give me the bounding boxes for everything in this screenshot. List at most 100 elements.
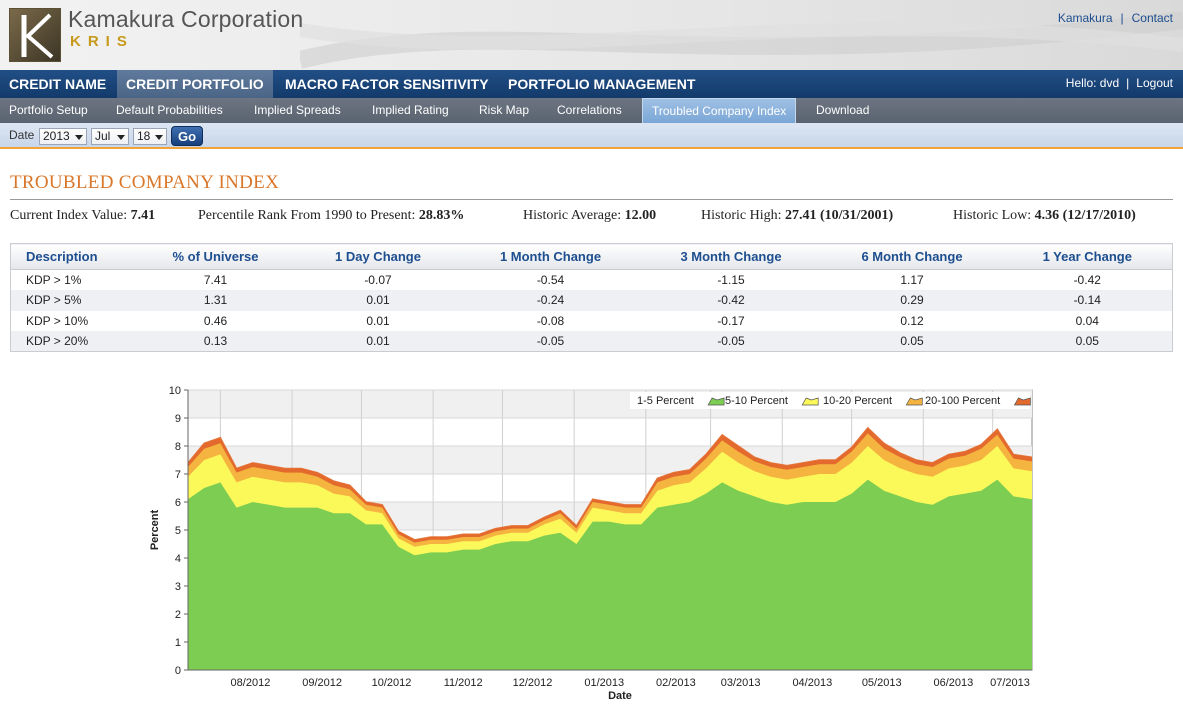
subtab-implied-rating[interactable]: Implied Rating <box>372 103 449 117</box>
kamakura-logo-icon[interactable] <box>9 8 61 62</box>
legend-box <box>630 392 1030 409</box>
historic-low-stat: Historic Low: 4.36 (12/17/2010) <box>953 208 1136 224</box>
column-header-universe[interactable]: % of Universe <box>135 243 296 270</box>
table-cell: 0.13 <box>135 331 296 352</box>
y-tick-label: 7 <box>175 469 181 481</box>
month-value: Jul <box>95 129 111 143</box>
legend-label: 1-5 Percent <box>637 395 694 407</box>
x-tick-label: 03/2013 <box>721 677 761 689</box>
year-select[interactable]: 2013 <box>39 128 87 145</box>
y-tick-label: 8 <box>175 441 181 453</box>
table-cell: -0.05 <box>460 331 641 352</box>
y-tick-label: 10 <box>169 385 181 397</box>
table-cell: -0.07 <box>364 273 392 287</box>
table-cell: -0.08 <box>536 313 565 328</box>
subtab-risk-map[interactable]: Risk Map <box>479 103 530 117</box>
table-row: KDP > 20% 0.13 0.01 -0.05 -0.05 0.05 0.0… <box>10 331 1173 352</box>
content-area: TROUBLED COMPANY INDEX Current Index Val… <box>10 172 1173 228</box>
chevron-down-icon <box>75 135 83 140</box>
column-header-description[interactable]: Description <box>10 243 136 270</box>
go-button[interactable]: Go <box>171 126 203 146</box>
table-cell: -0.05 <box>640 331 822 352</box>
table-cell: -0.54 <box>536 273 565 287</box>
table-cell: -0.42 <box>1073 273 1101 287</box>
table-cell: -1.15 <box>717 273 745 287</box>
troubled-company-index-chart: 0 1 2 3 4 5 6 7 8 9 10 08/2012 09/2012 10/2012 11/2012… <box>149 385 1033 702</box>
x-tick-label: 04/2013 <box>792 677 832 689</box>
table-cell: 7.41 <box>203 273 228 287</box>
top-header: Kamakura Corporation KRIS Kamakura | Conta… <box>0 0 1183 70</box>
percentile-label: Percentile Rank From 1990 to Present: <box>198 208 416 223</box>
subtab-implied-spreads[interactable]: Implied Spreads <box>254 103 341 117</box>
current-index-stat: Current Index Value: 7.41 <box>10 208 155 224</box>
percentile-value: 28.83% <box>418 208 465 223</box>
separator: | <box>1126 76 1130 90</box>
table-cell: 0.01 <box>295 331 461 352</box>
table-cell: KDP > 20% <box>10 331 136 352</box>
table-header-row: Description % of Universe 1 Day Change 1… <box>10 243 1173 270</box>
low-value: 4.36 (12/17/2010) <box>1034 208 1136 223</box>
month-select[interactable]: Jul <box>91 128 129 145</box>
y-tick-label: 1 <box>175 637 181 649</box>
high-label: Historic High: <box>701 208 782 223</box>
column-header-1month[interactable]: 1 Month Change <box>460 243 641 270</box>
low-label: Historic Low: <box>953 208 1032 223</box>
x-axis-title: Date <box>608 690 632 702</box>
table-cell: KDP > 10% <box>26 313 89 328</box>
title-divider <box>10 199 1173 200</box>
table-cell: 0.01 <box>366 313 390 328</box>
legend-swatch <box>707 397 725 406</box>
legend-swatch <box>1013 397 1031 406</box>
historic-average-stat: Historic Average: 12.00 <box>523 208 656 224</box>
avg-label: Historic Average: <box>523 208 622 223</box>
table-cell: -0.14 <box>1002 290 1173 311</box>
area-series-1 <box>188 479 1032 670</box>
tab-credit-portfolio[interactable]: CREDIT PORTFOLIO <box>117 70 273 98</box>
table-cell: 1.31 <box>135 290 296 311</box>
brand-name: Kamakura Corporation <box>68 6 304 32</box>
legend-label: 5-10 Percent <box>725 395 788 407</box>
tab-macro-factor-sensitivity[interactable]: MACRO FACTOR SENSITIVITY <box>285 76 489 92</box>
tab-portfolio-management[interactable]: PORTFOLIO MANAGEMENT <box>508 76 696 92</box>
column-header-6month[interactable]: 6 Month Change <box>821 243 1003 270</box>
table-cell: 0.29 <box>821 290 1003 311</box>
tab-credit-name[interactable]: CREDIT NAME <box>9 76 107 92</box>
column-header-1day[interactable]: 1 Day Change <box>295 243 461 270</box>
year-value: 2013 <box>43 129 70 143</box>
percentile-stat: Percentile Rank From 1990 to Present: 28… <box>198 208 464 224</box>
table-cell: -0.17 <box>717 313 745 328</box>
y-tick-label: 3 <box>175 581 181 593</box>
x-tick-label: 02/2013 <box>656 677 696 689</box>
day-select[interactable]: 18 <box>133 128 167 145</box>
index-stats: Current Index Value: 7.41 Percentile Ran… <box>10 208 1173 228</box>
column-header-1year[interactable]: 1 Year Change <box>1002 243 1173 270</box>
subtab-troubled-company-index[interactable]: Troubled Company Index <box>642 98 797 123</box>
subtab-correlations[interactable]: Correlations <box>557 103 622 117</box>
day-value: 18 <box>137 129 151 143</box>
column-header-3month[interactable]: 3 Month Change <box>640 243 822 270</box>
area-series-line-4 <box>187 426 1033 541</box>
table-cell: 0.04 <box>1075 313 1099 328</box>
legend-swatch <box>801 397 819 406</box>
date-label: Date <box>9 128 35 142</box>
table-cell: 0.05 <box>1002 331 1173 352</box>
subtab-default-probabilities[interactable]: Default Probabilities <box>116 103 223 117</box>
y-axis-title: Percent <box>149 509 161 550</box>
contact-link[interactable]: Contact <box>1131 11 1173 25</box>
chevron-down-icon <box>117 135 125 140</box>
table-cell: -0.42 <box>640 290 822 311</box>
kamakura-link[interactable]: Kamakura <box>1057 11 1113 25</box>
y-tick-label: 4 <box>175 553 181 565</box>
table-cell: 1.17 <box>900 273 924 287</box>
y-tick-label: 0 <box>175 665 181 677</box>
subtab-portfolio-setup[interactable]: Portfolio Setup <box>9 103 88 117</box>
y-tick-label: 2 <box>175 609 181 621</box>
historic-high-stat: Historic High: 27.41 (10/31/2001) <box>701 208 893 224</box>
logout-link[interactable]: Logout <box>1136 76 1173 90</box>
legend-swatch <box>905 397 923 406</box>
table-cell: 0.05 <box>821 331 1003 352</box>
avg-value: 12.00 <box>624 208 657 223</box>
subtab-download[interactable]: Download <box>816 103 870 117</box>
main-nav: CREDIT NAME CREDIT PORTFOLIO MACRO FACTO… <box>0 70 1183 98</box>
table-cell: 0.01 <box>295 290 461 311</box>
